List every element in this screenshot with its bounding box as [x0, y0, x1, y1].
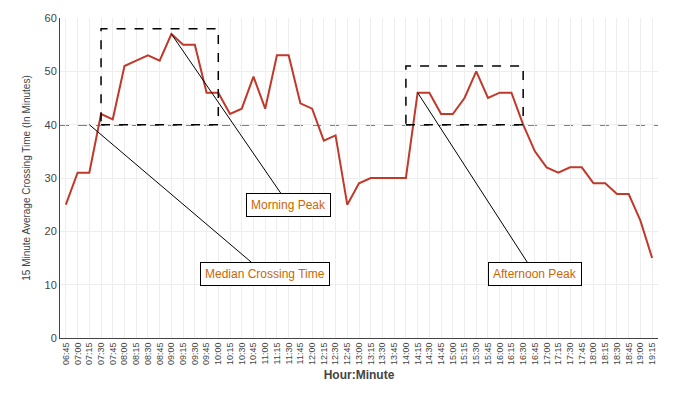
svg-text:Hour:Minute: Hour:Minute	[324, 368, 395, 382]
svg-text:15:15: 15:15	[459, 343, 469, 366]
svg-text:19:15: 19:15	[647, 343, 657, 366]
svg-text:50: 50	[45, 65, 57, 77]
svg-text:17:45: 17:45	[577, 343, 587, 366]
svg-text:08:30: 08:30	[143, 343, 153, 366]
svg-text:12:00: 12:00	[307, 343, 317, 366]
svg-text:16:15: 16:15	[506, 343, 516, 366]
svg-text:20: 20	[45, 225, 57, 237]
svg-text:11:00: 11:00	[260, 343, 270, 365]
svg-text:0: 0	[51, 332, 57, 344]
svg-text:19:00: 19:00	[635, 343, 645, 366]
svg-text:07:15: 07:15	[84, 343, 94, 366]
svg-text:13:30: 13:30	[377, 343, 387, 366]
svg-text:16:00: 16:00	[495, 343, 505, 366]
svg-text:17:00: 17:00	[542, 343, 552, 366]
svg-text:15:30: 15:30	[471, 343, 481, 366]
svg-text:08:15: 08:15	[131, 343, 141, 366]
svg-text:10:00: 10:00	[213, 343, 223, 366]
svg-text:12:30: 12:30	[330, 343, 340, 366]
svg-text:16:30: 16:30	[518, 343, 528, 366]
svg-text:12:15: 12:15	[319, 343, 329, 366]
svg-text:08:45: 08:45	[155, 343, 165, 366]
svg-text:06:45: 06:45	[61, 343, 71, 366]
svg-text:18:00: 18:00	[588, 343, 598, 366]
svg-text:07:30: 07:30	[96, 343, 106, 366]
svg-text:30: 30	[45, 172, 57, 184]
svg-text:08:00: 08:00	[119, 343, 129, 366]
svg-text:14:15: 14:15	[413, 343, 423, 366]
svg-text:13:15: 13:15	[366, 343, 376, 366]
svg-text:Afternoon Peak: Afternoon Peak	[493, 267, 577, 281]
svg-text:16:45: 16:45	[530, 343, 540, 366]
svg-text:09:30: 09:30	[190, 343, 200, 366]
svg-text:09:45: 09:45	[201, 343, 211, 366]
svg-text:10:15: 10:15	[225, 343, 235, 366]
svg-text:10:30: 10:30	[237, 343, 247, 366]
svg-text:14:45: 14:45	[436, 343, 446, 366]
svg-text:11:15: 11:15	[272, 343, 282, 365]
svg-text:07:00: 07:00	[73, 343, 83, 366]
svg-text:14:00: 14:00	[401, 343, 411, 366]
svg-text:18:30: 18:30	[612, 343, 622, 366]
svg-text:07:45: 07:45	[108, 343, 118, 366]
svg-text:40: 40	[45, 119, 57, 131]
svg-text:15 Minute Average Crossing Tim: 15 Minute Average Crossing Time (In Minu…	[21, 75, 32, 280]
svg-text:Morning Peak: Morning Peak	[251, 198, 326, 212]
svg-text:17:30: 17:30	[565, 343, 575, 366]
svg-text:13:45: 13:45	[389, 343, 399, 366]
svg-text:10:45: 10:45	[248, 343, 258, 366]
svg-text:14:30: 14:30	[424, 343, 434, 366]
svg-text:18:15: 18:15	[600, 343, 610, 366]
svg-text:09:00: 09:00	[166, 343, 176, 366]
svg-text:15:45: 15:45	[483, 343, 493, 366]
svg-text:17:15: 17:15	[553, 343, 563, 366]
svg-text:11:30: 11:30	[284, 343, 294, 365]
svg-text:18:45: 18:45	[624, 343, 634, 366]
svg-text:15:00: 15:00	[448, 343, 458, 366]
svg-text:09:15: 09:15	[178, 343, 188, 366]
svg-text:60: 60	[45, 12, 57, 24]
svg-text:Median Crossing Time: Median Crossing Time	[205, 267, 325, 281]
svg-text:12:45: 12:45	[342, 343, 352, 366]
svg-text:10: 10	[45, 279, 57, 291]
svg-text:11:45: 11:45	[295, 343, 305, 365]
svg-text:13:00: 13:00	[354, 343, 364, 366]
